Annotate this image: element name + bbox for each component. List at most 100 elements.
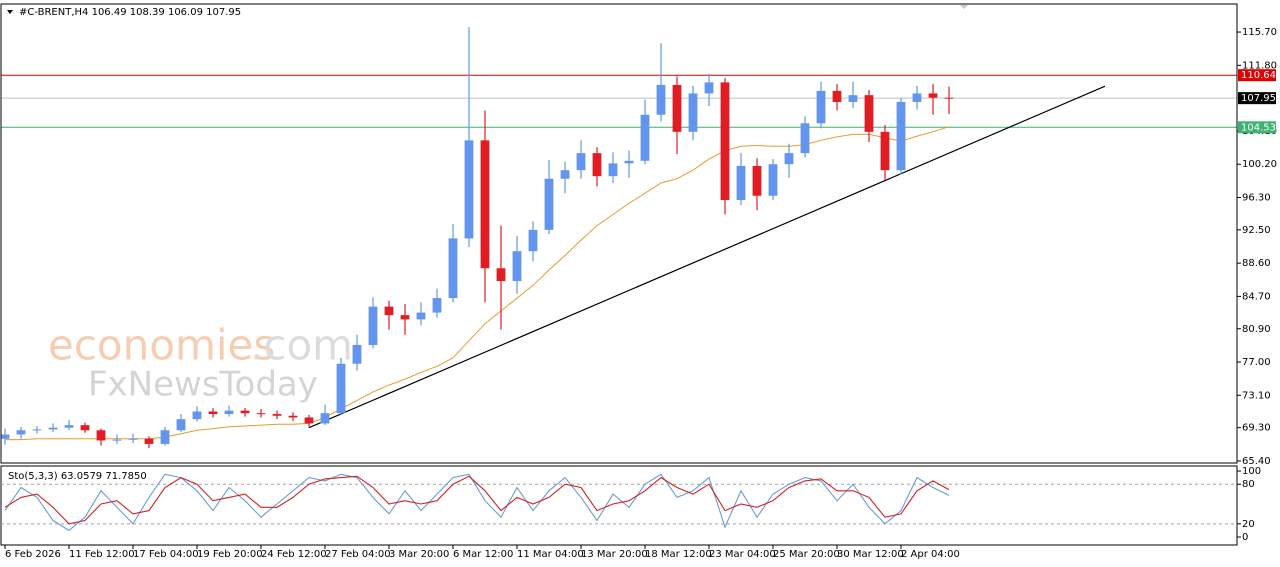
x-tick-label: 23 Mar 04:00 — [709, 549, 776, 560]
close: 107.95 — [206, 7, 241, 18]
level-label: 104.53 — [1241, 122, 1276, 133]
symbol: #C-BRENT,H4 — [19, 7, 88, 18]
candle-body — [576, 153, 586, 171]
osc-title: Sto(5,3,3) 63.0579 71.7850 — [8, 471, 147, 482]
y-tick-label: 100 — [1242, 466, 1261, 477]
level-box — [1238, 92, 1276, 105]
candle-body — [304, 417, 314, 424]
watermark-sub: FxNewsToday — [88, 365, 318, 405]
candle-body — [944, 97, 954, 99]
y-tick-label: 80 — [1242, 479, 1255, 490]
x-tick-label: 30 Mar 12:00 — [837, 549, 904, 560]
osc-line — [4, 473, 950, 532]
x-tick-label: 13 Mar 20:00 — [581, 549, 648, 560]
y-tick-label: 100.20 — [1242, 159, 1277, 170]
candle-body — [432, 298, 442, 313]
candle-body — [880, 131, 890, 171]
y-tick-label: 69.30 — [1242, 423, 1271, 434]
x-tick-label: 11 Feb 12:00 — [69, 549, 135, 560]
y-tick-label: 77.00 — [1242, 357, 1271, 368]
candle-body — [192, 411, 202, 420]
y-tick-label: 111.80 — [1242, 60, 1277, 71]
candle-body — [176, 419, 186, 431]
candle-body — [800, 123, 810, 154]
candle-body — [144, 438, 154, 444]
candle-body — [128, 438, 138, 440]
watermark: economies .com FxNewsToday — [48, 321, 353, 405]
header: #C-BRENT,H4 106.49 108.39 106.09 107.95 — [19, 7, 241, 18]
candle-body — [96, 430, 106, 441]
y-tick-label: 96.30 — [1242, 192, 1271, 203]
open: 106.49 — [92, 7, 127, 18]
candle-body — [768, 164, 778, 196]
x-tick-label: 24 Feb 12:00 — [261, 549, 327, 560]
candle-body — [752, 165, 762, 196]
candle-body — [208, 411, 218, 415]
watermark-brand: economies — [48, 321, 275, 370]
candle-body — [528, 229, 538, 252]
level-label: 110.64 — [1241, 70, 1276, 81]
candle-body — [656, 84, 666, 115]
candle-body — [480, 140, 490, 269]
y-tick-label: 65.40 — [1242, 456, 1271, 467]
level-box — [1238, 69, 1276, 82]
y-tick-label: 20 — [1242, 519, 1255, 530]
candle-body — [896, 101, 906, 171]
x-tick-label: 17 Feb 04:00 — [133, 549, 199, 560]
trendline — [308, 85, 1106, 429]
y-tick-label: 115.70 — [1242, 27, 1277, 38]
candle-body — [16, 430, 26, 435]
candle-body — [704, 82, 714, 94]
candle-body — [48, 427, 58, 430]
candle-body — [512, 251, 522, 282]
candle-body — [272, 414, 282, 416]
candle-body — [256, 413, 266, 415]
x-tick-label: 11 Mar 04:00 — [517, 549, 584, 560]
candle-body — [816, 90, 826, 124]
candle-body — [544, 178, 554, 230]
candle-body — [640, 114, 650, 161]
candle-body — [32, 429, 42, 431]
x-tick-label: 25 Mar 20:00 — [773, 549, 840, 560]
y-tick-label: 88.60 — [1242, 258, 1271, 269]
x-tick-label: 27 Feb 04:00 — [325, 549, 391, 560]
candle-body — [336, 363, 346, 414]
y-tick-label: 73.10 — [1242, 390, 1271, 401]
candle-body — [400, 315, 410, 320]
candle-body — [784, 153, 794, 165]
candle-body — [368, 306, 378, 345]
candle-body — [80, 425, 90, 431]
candle-body — [560, 170, 570, 179]
candle-body — [688, 93, 698, 132]
x-tick-label: 18 Mar 12:00 — [645, 549, 712, 560]
x-tick-label: 19 Feb 20:00 — [197, 549, 263, 560]
y-tick-label: 80.90 — [1242, 324, 1271, 335]
level-box — [1238, 121, 1276, 134]
level-label: 107.95 — [1241, 93, 1276, 104]
y-tick-label: 92.50 — [1242, 225, 1271, 236]
candle-body — [288, 415, 298, 418]
candle-body — [64, 425, 74, 428]
candle-body — [928, 93, 938, 98]
candle-body — [464, 140, 474, 239]
candle-body — [592, 153, 602, 177]
low: 106.09 — [168, 7, 203, 18]
x-tick-label: 3 Mar 20:00 — [389, 549, 449, 560]
candle-body — [864, 95, 874, 132]
candle-body — [320, 413, 330, 424]
osc-frame — [0, 465, 1238, 546]
main-frame — [0, 3, 1238, 464]
candle-body — [848, 95, 858, 102]
shift-marker — [960, 5, 968, 9]
candle-body — [608, 163, 618, 177]
candle-body — [160, 430, 170, 444]
candle-body — [352, 344, 362, 364]
candle-body — [384, 306, 394, 316]
x-tick-label: 2 Apr 04:00 — [901, 549, 960, 560]
candle-body — [0, 434, 10, 439]
candle-body — [448, 238, 458, 299]
candle-body — [496, 268, 506, 282]
candle-body — [240, 410, 250, 414]
